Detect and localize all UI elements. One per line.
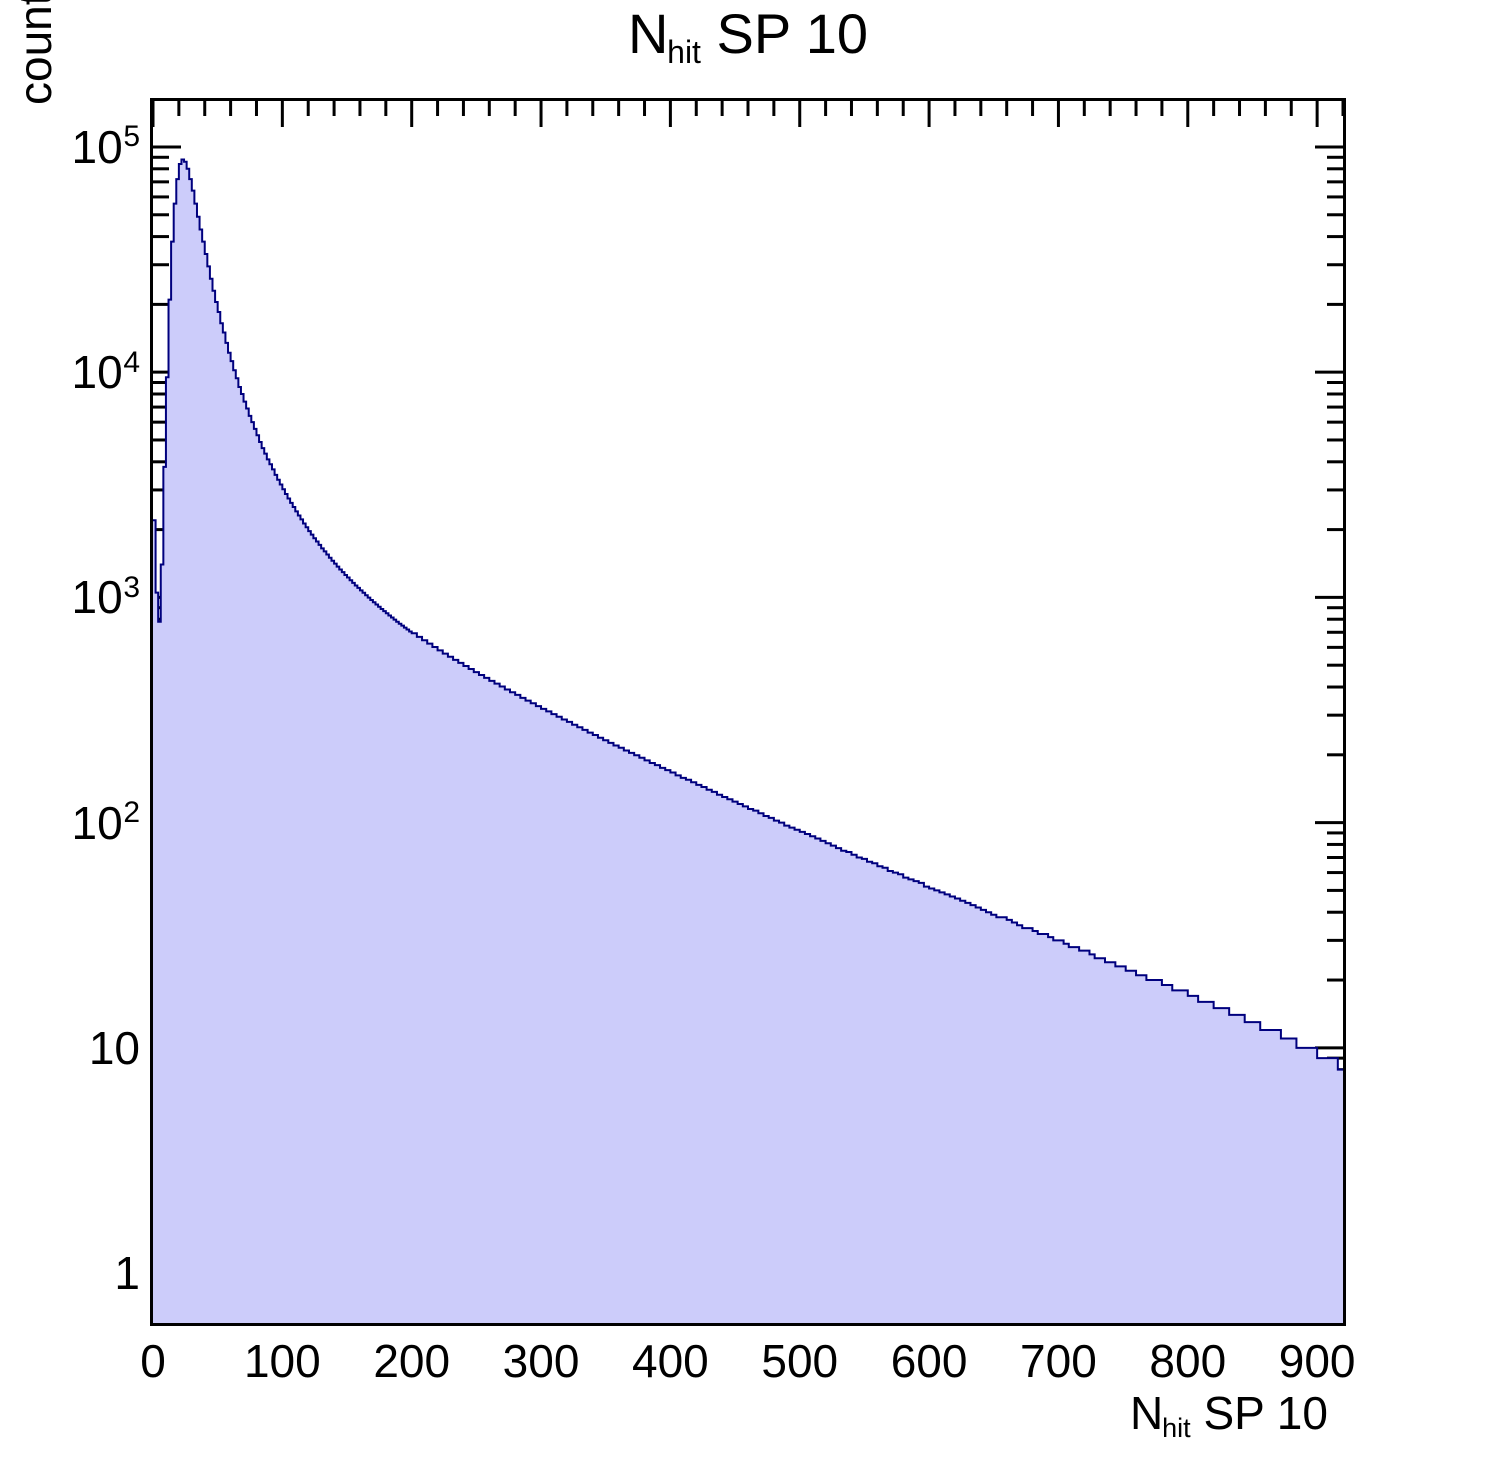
title-subscript: hit (667, 33, 701, 70)
plot-frame (150, 98, 1346, 1326)
y-tick-label: 105 (71, 120, 140, 173)
x-title-subscript: hit (1162, 1413, 1191, 1444)
histogram-svg (153, 101, 1343, 1323)
page-title: Nhit SP 10 (0, 6, 1496, 68)
title-suffix: SP 10 (700, 2, 869, 65)
x-title-suffix: SP 10 (1190, 1387, 1328, 1439)
histogram-outline (153, 158, 1343, 1071)
title-base: N (627, 2, 669, 65)
x-tick-label: 800 (1149, 1335, 1227, 1387)
x-tick-label: 600 (890, 1335, 968, 1387)
x-tick-label: 500 (761, 1335, 839, 1387)
x-tick-label: 900 (1278, 1335, 1356, 1387)
x-tick-label: 0 (140, 1335, 166, 1387)
x-tick-label: 100 (243, 1335, 321, 1387)
x-tick-label: 700 (1020, 1335, 1097, 1387)
histogram-fill (153, 159, 1343, 1323)
y-tick-label: 102 (71, 796, 140, 849)
x-title-base: N (1130, 1387, 1164, 1439)
y-axis-tick-labels: 105 104 103 102 10 1 (0, 0, 140, 1472)
y-tick-label: 1 (114, 1247, 140, 1300)
y-tick-label: 10 (88, 1021, 140, 1074)
x-tick-label: 300 (502, 1335, 580, 1387)
x-tick-label: 400 (632, 1335, 709, 1387)
y-tick-label: 103 (71, 570, 140, 624)
x-axis-title: Nhit SP 10 (1130, 1386, 1328, 1444)
x-tick-label: 200 (373, 1335, 451, 1387)
y-tick-label: 104 (71, 345, 140, 399)
